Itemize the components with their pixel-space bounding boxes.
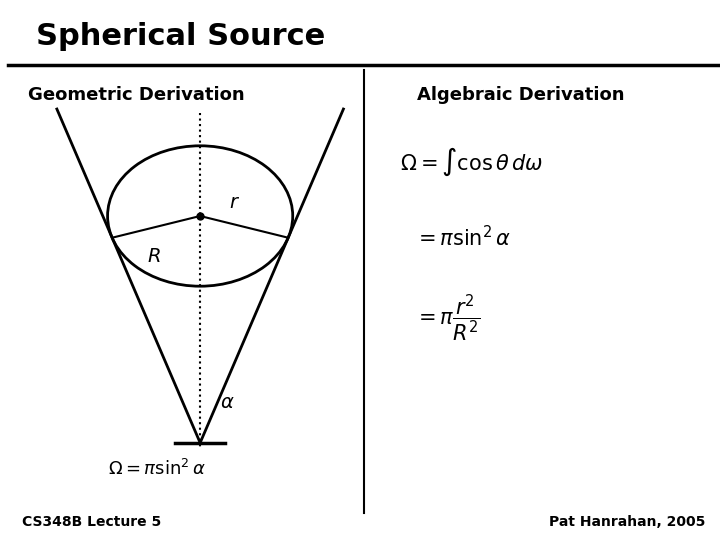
Text: $= \pi \dfrac{r^2}{R^2}$: $= \pi \dfrac{r^2}{R^2}$ (414, 293, 480, 345)
Text: $= \pi \sin^2 \alpha$: $= \pi \sin^2 \alpha$ (414, 225, 511, 250)
Text: Spherical Source: Spherical Source (36, 22, 325, 51)
Text: $r$: $r$ (229, 193, 240, 212)
Text: $R$: $R$ (148, 247, 161, 266)
Text: $\Omega = \pi \sin^2 \alpha$: $\Omega = \pi \sin^2 \alpha$ (107, 459, 205, 479)
Text: CS348B Lecture 5: CS348B Lecture 5 (22, 515, 161, 529)
Text: Pat Hanrahan, 2005: Pat Hanrahan, 2005 (549, 515, 706, 529)
Text: Algebraic Derivation: Algebraic Derivation (417, 86, 624, 104)
Text: $\Omega = \int \cos\theta\, d\omega$: $\Omega = \int \cos\theta\, d\omega$ (400, 146, 543, 178)
Text: Geometric Derivation: Geometric Derivation (28, 86, 244, 104)
Text: $\alpha$: $\alpha$ (220, 393, 235, 412)
